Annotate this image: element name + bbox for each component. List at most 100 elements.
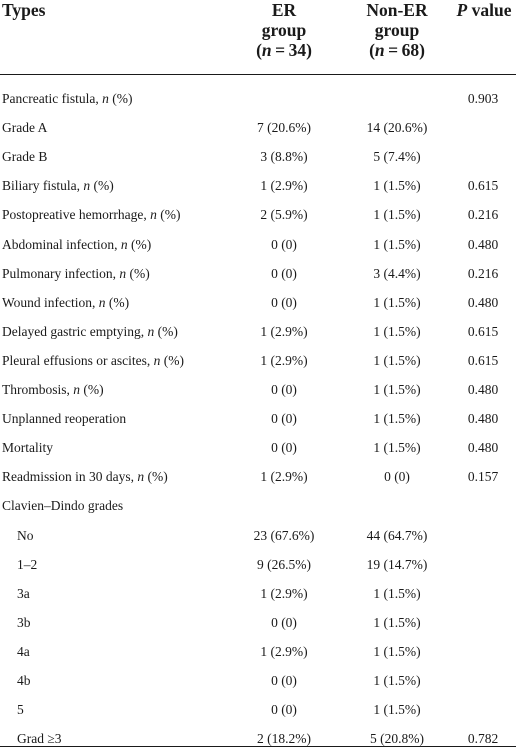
row-p-value-cell: 0.216 — [467, 207, 499, 223]
row-type-cell: Grade B — [2, 149, 48, 165]
row-er-cell: 0 (0) — [271, 411, 297, 427]
table-row: 3a 1 (2.9%) 1 (1.5%) — [0, 579, 516, 608]
row-non-er-cell: 1 (1.5%) — [373, 352, 421, 368]
row-non-er-cell: 0 (0) — [384, 469, 410, 485]
row-er-cell: 1 (2.9%) — [260, 323, 308, 339]
row-er-cell: 1 (2.9%) — [260, 643, 308, 659]
row-p-value-cell: 0.480 — [467, 382, 499, 397]
header-p-value: P value — [456, 0, 512, 20]
table-row: Grad ≥3 2 (18.2%) 5 (20.8%) 0.782 — [0, 724, 516, 753]
row-non-er-cell: 1 (1.5%) — [373, 673, 421, 688]
row-type-cell: Readmission in 30 days, n (%) — [2, 469, 168, 485]
table-row: Abdominal infection, n (%) 0 (0) 1 (1.5%) 0… — [0, 230, 516, 259]
row-type-cell: 5 — [17, 702, 24, 718]
row-er-cell: 1 (2.9%) — [260, 585, 308, 601]
row-p-value-cell: 0.903 — [467, 91, 499, 106]
row-er-cell: 7 (20.6%) — [257, 120, 311, 136]
table-row: Postopreative hemorrhage, n (%) 2 (5.9%) 1… — [0, 200, 516, 229]
row-p-value-cell: 0.480 — [467, 236, 499, 252]
table-row: 3b 0 (0) 1 (1.5%) — [0, 608, 516, 637]
table-row: Mortality 0 (0) 1 (1.5%) 0.480 — [0, 433, 516, 462]
table-row: Clavien–Dindo grades — [0, 491, 516, 520]
row-type-cell: 1–2 — [17, 556, 38, 572]
row-non-er-cell: 1 (1.5%) — [373, 614, 421, 630]
row-er-cell: 1 (2.9%) — [260, 469, 308, 485]
row-non-er-cell: 1 (1.5%) — [373, 294, 421, 310]
table-row: 1–2 9 (26.5%) 19 (14.7%) — [0, 550, 516, 579]
row-er-cell: 0 (0) — [271, 673, 297, 688]
row-type-cell: Mortality — [2, 440, 53, 456]
table-row: Pancreatic fistula, n (%) 0.903 — [0, 84, 516, 113]
header-rule — [0, 74, 516, 75]
row-er-cell: 0 (0) — [271, 236, 297, 252]
row-non-er-cell: 1 (1.5%) — [373, 236, 421, 252]
row-type-cell: No — [17, 527, 34, 543]
table-row: 4b 0 (0) 1 (1.5%) — [0, 666, 516, 695]
row-non-er-cell: 19 (14.7%) — [366, 556, 428, 572]
table-row: Biliary fistula, n (%) 1 (2.9%) 1 (1.5%) 0.… — [0, 171, 516, 200]
row-type-cell: 3a — [17, 585, 30, 601]
table-row: Unplanned reoperation 0 (0) 1 (1.5%) 0.480 — [0, 404, 516, 433]
row-type-cell: Abdominal infection, n (%) — [2, 236, 152, 252]
row-type-cell: Biliary fistula, n (%) — [2, 178, 114, 194]
row-er-cell: 0 (0) — [271, 382, 297, 397]
row-type-cell: 4b — [17, 673, 31, 688]
row-non-er-cell: 1 (1.5%) — [373, 702, 421, 718]
table-row: Thrombosis, n (%) 0 (0) 1 (1.5%) 0.480 — [0, 375, 516, 404]
row-p-value-cell: 0.782 — [467, 731, 499, 747]
row-p-value-cell: 0.615 — [467, 352, 499, 368]
table-row: No 23 (67.6%) 44 (64.7%) — [0, 521, 516, 550]
row-er-cell: 2 (5.9%) — [260, 207, 308, 223]
row-type-cell: Delayed gastric emptying, n (%) — [2, 323, 178, 339]
row-type-cell: 4a — [17, 643, 30, 659]
header-non-er-line1: Non-ER — [366, 0, 428, 20]
row-type-cell: Thrombosis, n (%) — [2, 382, 104, 397]
row-er-cell: 3 (8.8%) — [260, 149, 308, 165]
row-er-cell: 2 (18.2%) — [257, 731, 311, 747]
row-p-value-cell: 0.615 — [467, 323, 499, 339]
table-row: Grade A 7 (20.6%) 14 (20.6%) — [0, 113, 516, 142]
row-non-er-cell: 5 (7.4%) — [373, 149, 421, 165]
row-type-cell: Pleural effusions or ascites, n (%) — [2, 352, 184, 368]
row-non-er-cell: 44 (64.7%) — [366, 527, 428, 543]
row-non-er-cell: 1 (1.5%) — [373, 643, 421, 659]
row-er-cell: 0 (0) — [271, 265, 297, 281]
bottom-rule — [0, 746, 516, 747]
row-non-er-cell: 5 (20.8%) — [370, 731, 424, 747]
row-er-cell: 0 (0) — [271, 440, 297, 456]
row-p-value-cell: 0.157 — [467, 469, 499, 485]
table-row: Readmission in 30 days, n (%) 1 (2.9%) 0 (… — [0, 462, 516, 491]
row-p-value-cell: 0.480 — [467, 411, 499, 427]
row-non-er-cell: 1 (1.5%) — [373, 178, 421, 194]
row-type-cell: 3b — [17, 614, 31, 630]
row-type-cell: Grad ≥3 — [17, 731, 62, 747]
table-row: Wound infection, n (%) 0 (0) 1 (1.5%) 0.480 — [0, 288, 516, 317]
row-type-cell: Pulmonary infection, n (%) — [2, 265, 150, 281]
row-p-value-cell: 0.480 — [467, 294, 499, 310]
row-non-er-cell: 1 (1.5%) — [373, 207, 421, 223]
header-er-line1: ER — [271, 0, 297, 20]
row-type-cell: Grade A — [2, 120, 48, 136]
table-row: Pleural effusions or ascites, n (%) 1 (2.… — [0, 346, 516, 375]
header-types: Types — [2, 0, 46, 20]
row-p-value-cell: 0.480 — [467, 440, 499, 456]
row-p-value-cell: 0.216 — [467, 265, 499, 281]
header-er-group: ER group (n = 34) — [222, 0, 346, 60]
row-non-er-cell: 1 (1.5%) — [373, 323, 421, 339]
row-type-cell: Pancreatic fistula, n (%) — [2, 91, 133, 106]
table-row: Pulmonary infection, n (%) 0 (0) 3 (4.4%) 0… — [0, 259, 516, 288]
row-non-er-cell: 1 (1.5%) — [373, 382, 421, 397]
header-er-line2: group — [261, 20, 307, 40]
header-non-er-line3: (n = 68) — [369, 40, 425, 60]
header-er-line3: (n = 34) — [256, 40, 312, 60]
row-er-cell: 1 (2.9%) — [260, 352, 308, 368]
row-er-cell: 0 (0) — [271, 614, 297, 630]
row-non-er-cell: 1 (1.5%) — [373, 585, 421, 601]
row-er-cell: 1 (2.9%) — [260, 178, 308, 194]
row-p-value-cell: 0.615 — [467, 178, 499, 194]
header-non-er-line2: group — [374, 20, 420, 40]
table-row: Grade B 3 (8.8%) 5 (7.4%) — [0, 142, 516, 171]
row-non-er-cell: 14 (20.6%) — [366, 120, 428, 136]
table-row: 4a 1 (2.9%) 1 (1.5%) — [0, 637, 516, 666]
row-type-cell: Postopreative hemorrhage, n (%) — [2, 207, 181, 223]
